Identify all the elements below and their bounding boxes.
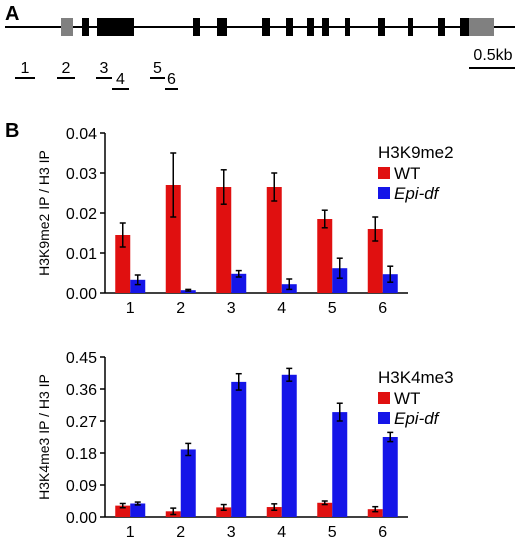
h3k9me2-legend-title: H3K9me2 <box>378 143 454 162</box>
h3k4me3-bar-epi-df-1 <box>130 503 146 517</box>
h3k4me3-bar-epi-df-3 <box>231 381 247 517</box>
region-2-label: 2 <box>62 60 71 77</box>
region-5-label: 5 <box>153 60 162 77</box>
exon-12 <box>438 18 445 36</box>
h3k4me3-legend-swatch-wt <box>378 392 390 404</box>
scale-bar-label: 0.5kb <box>473 47 512 64</box>
h3k4me3-x-tick-label: 2 <box>176 524 185 537</box>
h3k4me3-x-tick-label: 3 <box>227 524 236 537</box>
h3k4me3-y-tick-label: 0.45 <box>66 350 97 367</box>
h3k4me3-bar-wt-4 <box>266 507 282 517</box>
h3k9me2-legend-swatch-epi-df <box>378 187 390 199</box>
region-6-label: 6 <box>167 71 176 88</box>
exon-13 <box>460 18 469 36</box>
exon-2 <box>97 18 134 36</box>
h3k9me2-y-tick-label: 0.04 <box>66 126 97 143</box>
h3k4me3-legend-swatch-epi-df <box>378 412 390 424</box>
exon-10 <box>378 18 385 36</box>
h3k9me2-x-tick-label: 1 <box>126 300 135 317</box>
h3k4me3-bar-wt-5 <box>317 502 333 517</box>
h3k4me3-x-tick-label: 4 <box>277 524 286 537</box>
h3k9me2-bar-epi-df-1 <box>130 279 146 293</box>
h3k9me2-y-axis-label: H3K9me2 IP / H3 IP <box>36 150 52 276</box>
h3k4me3-bar-wt-3 <box>216 507 232 517</box>
h3k4me3-bar-epi-df-2 <box>180 449 196 517</box>
h3k4me3-bar-epi-df-6 <box>382 437 398 517</box>
h3k9me2-bar-epi-df-3 <box>231 273 247 293</box>
exon-5 <box>262 18 270 36</box>
region-3-label: 3 <box>100 60 109 77</box>
h3k4me3-x-tick-label: 1 <box>126 524 135 537</box>
h3k9me2-bar-wt-5 <box>317 219 333 293</box>
h3k4me3-y-axis-label: H3K4me3 IP / H3 IP <box>36 374 52 500</box>
h3k9me2-y-tick-label: 0.02 <box>66 206 97 223</box>
h3k4me3-legend-label-wt: WT <box>394 389 420 408</box>
h3k9me2-bar-epi-df-5 <box>332 268 348 293</box>
h3k9me2-x-tick-label: 3 <box>227 300 236 317</box>
h3k4me3-y-tick-label: 0.09 <box>66 478 97 495</box>
utr-exon-3prime <box>469 18 494 36</box>
h3k4me3-bar-epi-df-4 <box>281 374 297 517</box>
h3k9me2-y-tick-label: 0.03 <box>66 166 97 183</box>
utr-exon-5prime <box>61 18 73 36</box>
exon-9 <box>345 18 350 36</box>
h3k4me3-legend-label-epi-df: Epi-df <box>394 409 441 428</box>
h3k9me2-legend-label-wt: WT <box>394 164 420 183</box>
h3k4me3-x-tick-label: 6 <box>378 524 387 537</box>
exon-11 <box>408 18 413 36</box>
h3k4me3-x-tick-label: 5 <box>328 524 337 537</box>
h3k9me2-bar-epi-df-6 <box>382 274 398 293</box>
region-1-label: 1 <box>21 60 30 77</box>
h3k4me3-y-tick-label: 0.18 <box>66 446 97 463</box>
exon-4 <box>217 18 227 36</box>
gene-structure <box>5 18 515 36</box>
panel-a-label: A <box>5 3 19 25</box>
h3k9me2-bar-wt-3 <box>216 187 232 293</box>
h3k9me2-legend-swatch-wt <box>378 167 390 179</box>
exon-8 <box>322 18 329 36</box>
h3k9me2-x-tick-label: 6 <box>378 300 387 317</box>
h3k9me2-bar-wt-2 <box>165 185 181 293</box>
panel-b-label: B <box>5 120 19 142</box>
exon-6 <box>286 18 293 36</box>
exon-7 <box>307 18 314 36</box>
h3k4me3-bar-epi-df-5 <box>332 412 348 517</box>
scale-bar: 0.5kb <box>469 47 515 69</box>
exon-1 <box>82 18 89 36</box>
h3k9me2-y-tick-label: 0.01 <box>66 246 97 263</box>
region-4-label: 4 <box>116 71 125 88</box>
h3k9me2-x-tick-label: 4 <box>277 300 286 317</box>
chart-h3k9me2: 0.00 0.01 0.02 0.03 0.04 H3K9me2 IP / H3 IP 1 2… <box>36 126 454 317</box>
h3k9me2-x-tick-label: 5 <box>328 300 337 317</box>
h3k4me3-bar-wt-1 <box>115 505 131 517</box>
h3k4me3-y-tick-label: 0.00 <box>66 510 97 527</box>
h3k9me2-bar-wt-4 <box>266 187 282 293</box>
h3k9me2-bar-wt-1 <box>115 235 131 293</box>
h3k9me2-bar-wt-6 <box>367 229 383 293</box>
h3k4me3-y-tick-label: 0.36 <box>66 382 97 399</box>
exon-3 <box>193 18 200 36</box>
h3k4me3-bar-wt-6 <box>367 509 383 517</box>
h3k9me2-y-tick-label: 0.00 <box>66 286 97 303</box>
h3k9me2-legend-label-epi-df: Epi-df <box>394 184 441 203</box>
h3k4me3-legend-title: H3K4me3 <box>378 368 454 387</box>
h3k4me3-y-tick-label: 0.27 <box>66 414 97 431</box>
chart-h3k4me3: 0.00 0.09 0.18 0.27 0.36 0.45 H3K4me3 IP / H3 … <box>36 350 454 537</box>
h3k9me2-x-tick-label: 2 <box>176 300 185 317</box>
